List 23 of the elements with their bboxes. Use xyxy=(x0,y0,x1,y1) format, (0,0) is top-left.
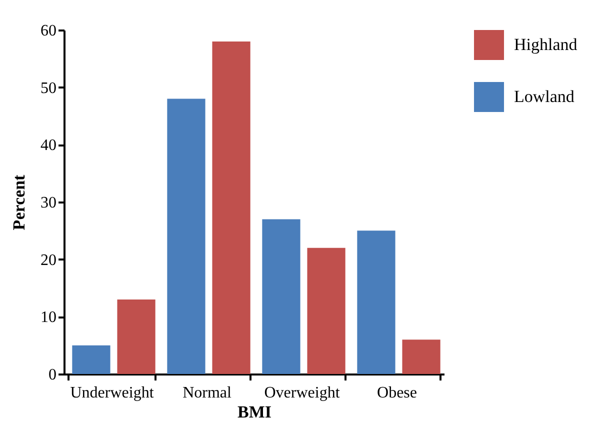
y-tick-label: 40 xyxy=(40,137,56,154)
y-tick-label: 20 xyxy=(40,252,56,269)
legend-label: Highland xyxy=(514,35,578,54)
y-tick-label: 60 xyxy=(40,22,56,40)
y-tick-label: 30 xyxy=(40,194,56,212)
x-axis-title: BMI xyxy=(238,402,272,421)
x-tick-label: Overweight xyxy=(264,384,340,402)
bar xyxy=(72,345,110,374)
y-tick-label: 50 xyxy=(40,80,56,97)
y-tick-label: 0 xyxy=(48,366,56,384)
y-tick-label: 10 xyxy=(40,309,56,326)
bar xyxy=(212,41,250,374)
x-tick-label: Obese xyxy=(377,384,417,402)
y-axis-title: Percent xyxy=(10,174,28,230)
x-tick-label: Underweight xyxy=(70,384,154,402)
bar xyxy=(307,248,346,374)
bar xyxy=(262,219,300,374)
bar xyxy=(402,340,440,374)
bar xyxy=(167,98,206,374)
bar xyxy=(357,230,396,374)
legend-label: Lowland xyxy=(514,87,575,106)
bar xyxy=(117,299,156,374)
x-tick-label: Normal xyxy=(182,384,232,402)
